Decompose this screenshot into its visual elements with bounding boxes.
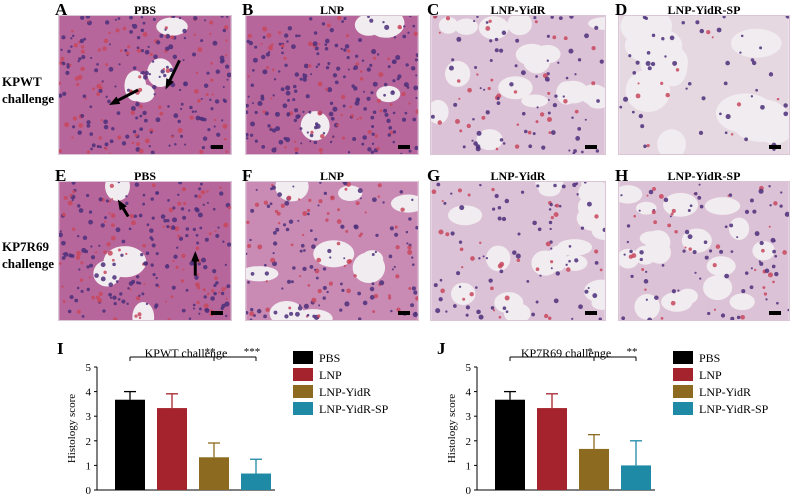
micrograph-title-b: LNP	[320, 3, 344, 17]
panel-letter-i: I	[57, 339, 64, 358]
bar-pbs	[495, 399, 525, 490]
micrograph-d	[618, 15, 790, 155]
significance-label: *	[587, 346, 593, 358]
row-label-kpwt-line2: challenge	[2, 91, 54, 106]
micrograph-e	[58, 181, 232, 321]
micrograph-title-f: LNP	[320, 169, 344, 183]
legend-swatch	[293, 351, 313, 364]
y-tick-label: 4	[86, 387, 92, 399]
panel-letter-b: B	[242, 0, 254, 19]
scale-bar	[211, 311, 223, 315]
micrograph-title-a: PBS	[133, 3, 156, 17]
scale-bar	[398, 311, 410, 315]
y-tick-label: 3	[466, 411, 472, 423]
micrograph-f	[245, 181, 419, 321]
micrograph-b	[245, 15, 419, 155]
micrograph-title-d: LNP-YidR-SP	[667, 3, 741, 17]
micrograph-title-h: LNP-YidR-SP	[667, 169, 741, 183]
bar-lnp-yidr-sp	[621, 465, 651, 490]
legend-label: PBS	[319, 351, 340, 365]
legend-swatch	[673, 402, 693, 415]
scale-bar	[398, 145, 410, 149]
micrograph-title-g: LNP-YidR	[490, 169, 546, 183]
bar-chart-j: J KP7R69 challenge Histology score 0 1 2 3 4 5 * *…	[435, 337, 791, 497]
significance-label: **	[205, 346, 216, 358]
bar-lnp-yidr	[199, 457, 229, 490]
row-label-kp7r69-line1: KP7R69	[2, 239, 49, 254]
panel-letter-f: F	[242, 166, 253, 185]
legend-label: LNP-YidR	[699, 385, 751, 399]
legend-label: PBS	[699, 351, 720, 365]
y-axis-label: Histology score	[446, 394, 458, 463]
row-label-kp7r69: KP7R69 challenge	[2, 238, 54, 272]
y-tick-label: 0	[466, 485, 472, 495]
legend-label: LNP-YidR	[319, 385, 371, 399]
micrograph-a	[58, 15, 232, 155]
panel-letter-d: D	[615, 0, 628, 19]
y-tick-label: 2	[86, 436, 92, 448]
y-tick-label: 4	[466, 387, 472, 399]
legend-label: LNP-YidR-SP	[319, 402, 389, 416]
significance-label: ***	[244, 346, 261, 358]
scale-bar	[769, 145, 781, 149]
legend-swatch	[293, 402, 313, 415]
panel-letter-c: C	[427, 0, 440, 19]
panel-letter-e: E	[55, 166, 67, 185]
micrograph-c	[430, 15, 606, 155]
y-tick-label: 0	[86, 485, 92, 495]
panel-letter-j: J	[437, 339, 446, 358]
y-tick-label: 1	[466, 460, 472, 472]
row-label-kp7r69-line2: challenge	[2, 256, 54, 271]
y-axis-label: Histology score	[66, 394, 78, 463]
micrograph-title-c: LNP-YidR	[490, 3, 546, 17]
panel-letter-h: H	[615, 166, 629, 185]
legend-label: LNP	[699, 368, 722, 382]
panel-letter-a: A	[55, 0, 68, 19]
significance-label: **	[627, 346, 638, 358]
micrograph-h	[618, 181, 790, 321]
legend-swatch	[293, 368, 313, 381]
legend-swatch	[293, 385, 313, 398]
row-label-kpwt: KPWT challenge	[2, 73, 54, 107]
y-tick-label: 3	[86, 411, 92, 423]
legend-swatch	[673, 385, 693, 398]
bar-lnp	[537, 408, 567, 490]
bar-pbs	[115, 399, 145, 490]
bar-chart-i: I KPWT challenge Histology score 0 1 2 3 4 5 ** **…	[55, 337, 395, 497]
scale-bar	[585, 145, 597, 149]
y-tick-label: 5	[466, 362, 472, 374]
legend-swatch	[673, 351, 693, 364]
panel-letter-g: G	[427, 166, 441, 185]
legend-label: LNP	[319, 368, 342, 382]
bar-lnp	[157, 408, 187, 490]
scale-bar	[211, 145, 223, 149]
legend-swatch	[673, 368, 693, 381]
micrograph-title-e: PBS	[133, 169, 156, 183]
chart-title: KP7R69 challenge	[521, 346, 611, 360]
micrograph-g	[430, 181, 606, 321]
bar-lnp-yidr	[579, 448, 609, 490]
scale-bar	[585, 311, 597, 315]
y-tick-label: 2	[466, 436, 472, 448]
y-tick-label: 1	[86, 460, 92, 472]
row-label-kpwt-line1: KPWT	[2, 74, 42, 89]
y-tick-label: 5	[86, 362, 92, 374]
scale-bar	[769, 311, 781, 315]
bar-lnp-yidr-sp	[241, 473, 271, 490]
legend-label: LNP-YidR-SP	[699, 402, 769, 416]
